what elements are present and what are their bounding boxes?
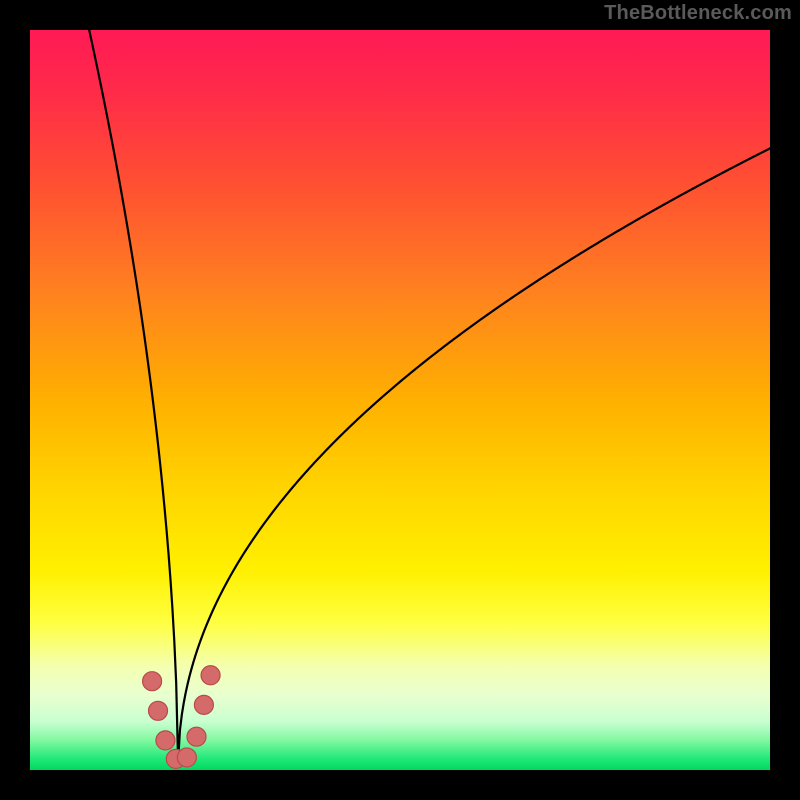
marker-dot: [177, 748, 196, 767]
marker-dot: [156, 731, 175, 750]
marker-dot: [194, 695, 213, 714]
plot-svg: [30, 30, 770, 770]
chart-root: TheBottleneck.com: [0, 0, 800, 800]
gradient-background: [30, 30, 770, 770]
marker-dot: [149, 701, 168, 720]
plot-area: [30, 30, 770, 770]
marker-dot: [187, 727, 206, 746]
marker-dot: [201, 666, 220, 685]
watermark-text: TheBottleneck.com: [604, 2, 792, 25]
marker-dot: [143, 672, 162, 691]
